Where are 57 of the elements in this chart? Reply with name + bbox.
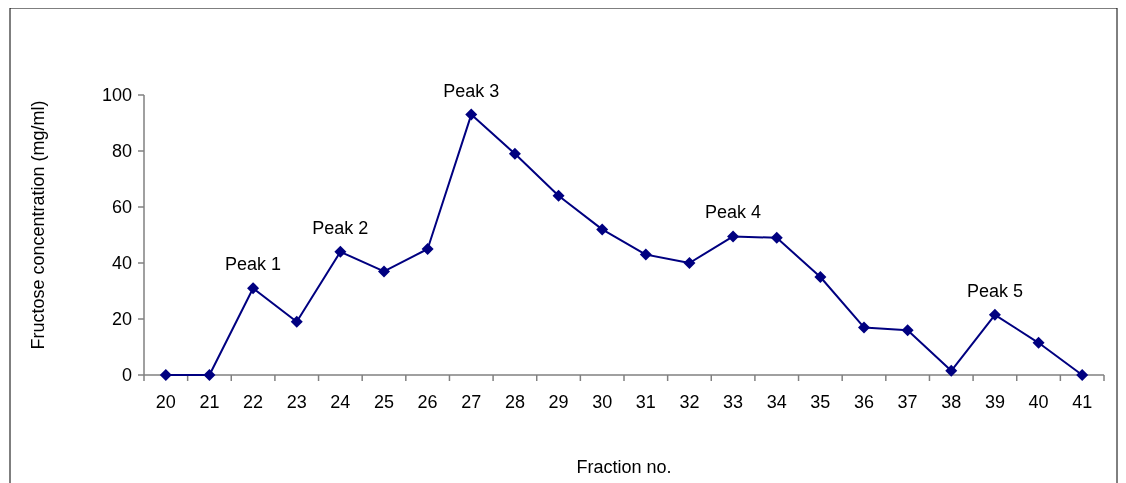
point [770, 231, 783, 244]
x-tick-label: 20 [155, 392, 176, 412]
point [159, 369, 172, 381]
annotation: Peak 4 [705, 202, 762, 223]
point [334, 245, 347, 258]
x-tick-label: 37 [897, 392, 918, 412]
x-tick-label: 39 [984, 392, 1005, 412]
x-tick-label: 41 [1072, 392, 1093, 412]
x-tick-label: 21 [199, 392, 220, 412]
point [247, 282, 260, 295]
x-tick-label: 24 [330, 392, 351, 412]
x-tick-label: 31 [635, 392, 656, 412]
x-tick-label: 36 [853, 392, 875, 412]
x-tick-label: 29 [548, 392, 569, 412]
x-tick-label: 40 [1028, 392, 1049, 412]
annotation: Peak 3 [443, 80, 500, 101]
x-tick-label: 23 [286, 392, 307, 412]
annotation: Peak 2 [312, 217, 369, 238]
y-tick-label: 80 [111, 141, 132, 162]
x-tick-label: 32 [679, 392, 700, 412]
point [1032, 336, 1045, 349]
y-tick-label: 0 [121, 365, 132, 386]
point [465, 108, 478, 121]
point [508, 147, 521, 160]
point [596, 223, 609, 236]
point [683, 257, 696, 269]
x-tick-label: 33 [723, 392, 744, 412]
x-tick-label: 30 [592, 392, 613, 412]
x-tick-label: 27 [461, 392, 482, 412]
point [552, 189, 565, 202]
point [421, 243, 434, 255]
x-tick-label: 25 [373, 392, 395, 412]
x-tick-label: 35 [810, 392, 831, 412]
point [727, 230, 740, 243]
point [378, 265, 390, 278]
point [639, 248, 652, 261]
point [1076, 369, 1089, 381]
x-tick-label: 34 [766, 392, 787, 412]
point [945, 364, 958, 377]
x-tick-label: 22 [243, 392, 264, 412]
y-tick-label: 100 [101, 85, 132, 106]
x-tick-label: 28 [504, 392, 525, 412]
x-axis-title: Fraction no. [576, 457, 672, 477]
annotation: Peak 1 [225, 254, 282, 275]
point [901, 324, 914, 337]
point [203, 369, 216, 381]
point [988, 308, 1001, 321]
annotation: Peak 5 [966, 280, 1023, 301]
y-axis-title: Fructose concentration (mg/ml) [28, 100, 48, 350]
point [814, 271, 827, 283]
x-tick-label: 38 [941, 392, 962, 412]
y-tick-label: 20 [111, 309, 132, 330]
point [290, 315, 303, 328]
y-tick-label: 40 [111, 253, 132, 274]
point [858, 321, 870, 334]
y-tick-label: 60 [111, 197, 132, 218]
x-tick-label: 26 [417, 392, 438, 412]
